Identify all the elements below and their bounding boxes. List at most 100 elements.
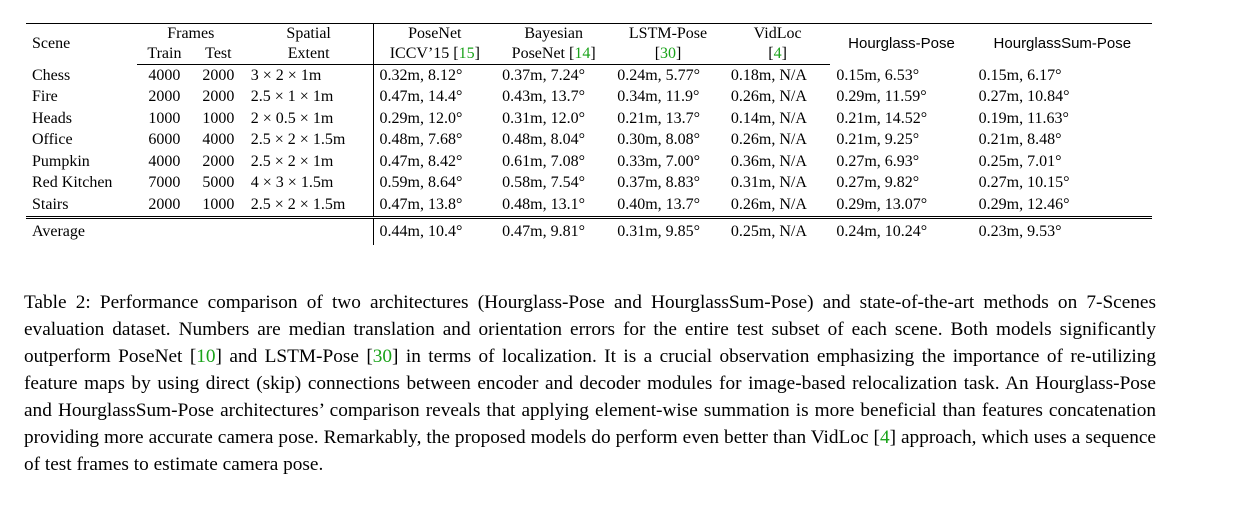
cell-hourglasssum: 0.15m, 6.17°: [978, 66, 1062, 84]
cell-hourglasssum: 0.27m, 10.15°: [978, 174, 1070, 192]
average-label: Average: [32, 222, 85, 240]
cell-vidloc: 0.36m, N/A: [730, 152, 807, 170]
citation-link-14[interactable]: 14: [574, 45, 591, 62]
cell-posenet: 0.32m, 8.12°: [372, 64, 497, 87]
table-row: Chess 4000 2000 3 × 2 × 1m 0.32m, 8.12° 0.37m…: [26, 64, 1152, 87]
average-cell-hourglass: 0.24m, 10.24°: [836, 222, 928, 240]
cell-hourglass: 0.15m, 6.53°: [836, 66, 920, 84]
cell-hourglasssum: 0.21m, 8.48°: [978, 131, 1062, 149]
cell-posenet: 0.59m, 8.64°: [372, 172, 497, 194]
col-vidloc-header-1: VidLoc: [753, 25, 802, 42]
table-body: Chess 4000 2000 3 × 2 × 1m 0.32m, 8.12° 0.37m…: [26, 64, 1152, 245]
col-lstm-header-1: LSTM-Pose: [628, 25, 708, 42]
cell-lstm: 0.34m, 11.9°: [617, 88, 700, 106]
cell-scene: Chess: [32, 66, 71, 84]
caption-text-3: ] in terms of localization. It is a cruc…: [24, 346, 1156, 448]
bayes-cite-close: ]: [590, 45, 596, 62]
cell-bayes: 0.37m, 7.24°: [502, 66, 585, 84]
cell-bayes: 0.31m, 12.0°: [502, 109, 585, 127]
cell-scene: Heads: [32, 109, 72, 127]
cell-posenet: 0.47m, 14.4°: [372, 86, 497, 108]
cell-train: 4000: [148, 152, 181, 170]
col-hourglass-header: Hourglass-Pose: [848, 35, 955, 53]
col-posenet-header-1: PoseNet: [372, 23, 497, 44]
cell-hourglass: 0.29m, 11.59°: [836, 88, 927, 106]
bayes-cite-text: PoseNet [: [511, 45, 575, 62]
col-train-header: Train: [136, 44, 193, 65]
col-lstm-header-2: [30]: [611, 44, 725, 65]
cell-posenet: 0.47m, 8.42°: [372, 151, 497, 173]
cell-hourglass: 0.21m, 9.25°: [836, 131, 920, 149]
table-caption: Table 2: Performance comparison of two a…: [24, 289, 1156, 478]
col-bayes-header-1: Bayesian: [524, 25, 583, 42]
vidloc-cite-close: ]: [781, 45, 787, 62]
col-hourglasssum-header: HourglassSum-Pose: [993, 35, 1132, 53]
cell-lstm: 0.24m, 5.77°: [617, 66, 701, 84]
cell-test: 5000: [202, 174, 235, 192]
cell-train: 2000: [136, 194, 193, 219]
col-vidloc-header-2: [4]: [724, 44, 831, 65]
header-row-1: Scene Frames Spatial PoseNet Bayesian LS…: [26, 23, 1152, 52]
cell-bayes: 0.58m, 7.54°: [502, 174, 585, 192]
lstm-cite-close: ]: [676, 45, 682, 62]
cell-vidloc: 0.26m, N/A: [724, 194, 831, 219]
average-cell-bayes: 0.47m, 9.81°: [502, 222, 585, 240]
cell-test: 2000: [202, 88, 235, 106]
caption-citation-30[interactable]: 30: [372, 346, 393, 367]
cell-vidloc: 0.14m, N/A: [730, 109, 807, 127]
cell-bayes: 0.43m, 13.7°: [502, 88, 585, 106]
cell-bayes: 0.48m, 13.1°: [496, 194, 612, 219]
cell-hourglasssum: 0.27m, 10.84°: [978, 88, 1070, 106]
header-row-2: Train Test Extent ICCV’15 [15] PoseNet […: [26, 44, 1152, 65]
cell-bayes: 0.61m, 7.08°: [502, 152, 585, 170]
cell-extent: 3 × 2 × 1m: [250, 66, 322, 84]
col-spatial-header-1: Spatial: [286, 25, 331, 42]
cell-extent: 2.5 × 1 × 1m: [250, 88, 334, 106]
cell-posenet: 0.47m, 13.8°: [372, 194, 497, 219]
cell-hourglass: 0.29m, 13.07°: [830, 194, 973, 219]
cell-hourglass: 0.21m, 14.52°: [836, 109, 928, 127]
caption-text-2: ] and LSTM-Pose [: [215, 346, 373, 367]
cell-hourglasssum: 0.25m, 7.01°: [978, 152, 1062, 170]
cell-scene: Red Kitchen: [32, 174, 113, 192]
average-cell-hourglasssum: 0.23m, 9.53°: [978, 222, 1062, 240]
cell-test: 1000: [192, 194, 245, 219]
cell-hourglasssum: 0.29m, 12.46°: [972, 194, 1152, 219]
cell-train: 4000: [148, 66, 181, 84]
table-row: Stairs 2000 1000 2.5 × 2 × 1.5m 0.47m, 13.8°…: [26, 194, 1152, 219]
average-cell-vidloc: 0.25m, N/A: [730, 222, 807, 240]
cell-posenet: 0.29m, 12.0°: [372, 108, 497, 130]
col-spatial-header-2: Extent: [244, 44, 374, 65]
cell-lstm: 0.21m, 13.7°: [617, 109, 701, 127]
col-scene-header: Scene: [32, 35, 71, 53]
col-bayes-header-2: PoseNet [14]: [496, 44, 612, 65]
table-row: Fire 2000 2000 2.5 × 1 × 1m 0.47m, 14.4° 0.43…: [26, 86, 1152, 108]
col-frames-header: Frames: [167, 25, 215, 42]
cell-extent: 4 × 3 × 1.5m: [250, 174, 334, 192]
citation-link-15[interactable]: 15: [458, 45, 475, 62]
cell-lstm: 0.37m, 8.83°: [617, 174, 701, 192]
cell-scene: Office: [32, 131, 73, 149]
results-table-container: Scene Frames Spatial PoseNet Bayesian LS…: [26, 23, 1152, 245]
cell-test: 1000: [202, 109, 235, 127]
average-row: Average 0.44m, 10.4° 0.47m, 9.81° 0.31m, 9.…: [26, 217, 1152, 245]
cell-train: 1000: [148, 109, 181, 127]
caption-citation-4[interactable]: 4: [879, 427, 890, 448]
lstm-cite-open: [: [654, 45, 661, 62]
posenet-cite-close: ]: [474, 45, 480, 62]
citation-link-30[interactable]: 30: [660, 45, 677, 62]
cell-test: 4000: [202, 131, 235, 149]
cell-bayes: 0.48m, 8.04°: [502, 131, 585, 149]
cell-train: 6000: [148, 131, 181, 149]
cell-vidloc: 0.31m, N/A: [730, 174, 807, 192]
cell-extent: 2.5 × 2 × 1m: [250, 152, 334, 170]
cell-lstm: 0.33m, 7.00°: [617, 152, 701, 170]
cell-lstm: 0.30m, 8.08°: [617, 131, 701, 149]
cell-hourglass: 0.27m, 6.93°: [836, 152, 920, 170]
cell-vidloc: 0.18m, N/A: [730, 66, 807, 84]
table-row: Red Kitchen 7000 5000 4 × 3 × 1.5m 0.59m, 8.…: [26, 172, 1152, 194]
cell-hourglasssum: 0.19m, 11.63°: [978, 109, 1069, 127]
citation-link-4[interactable]: 4: [773, 45, 782, 62]
caption-citation-10[interactable]: 10: [196, 346, 216, 367]
cell-test: 2000: [202, 66, 235, 84]
